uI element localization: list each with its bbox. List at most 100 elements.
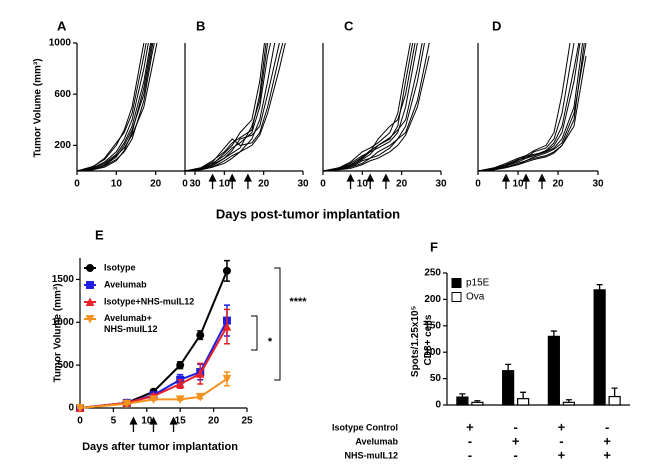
treatment-arrow (228, 173, 237, 189)
x-tick-label: 30 (435, 179, 447, 190)
y-tick-label: 1000 (49, 38, 72, 49)
bar (471, 401, 484, 406)
bar (562, 401, 575, 406)
y-tick-label: 150 (424, 320, 441, 331)
treatment-arrow (129, 416, 138, 432)
significance-label: **** (289, 296, 307, 308)
x-tick-label: 20 (258, 179, 270, 190)
marker (222, 266, 231, 275)
x-tick-label: 0 (475, 179, 481, 190)
significance-bracket (251, 315, 258, 351)
y-axis-label: Spots/1.25x10⁵ CD8+ cells (410, 303, 434, 377)
bar (502, 370, 515, 406)
series-line (322, 43, 414, 172)
x-tick-label: 0 (182, 179, 188, 190)
x-tick-label: 10 (512, 179, 524, 190)
x-tick-label: 10 (141, 416, 153, 427)
panel-label: E (95, 227, 104, 242)
x-axis-label: Days after tumor implantation (82, 441, 238, 453)
marker (149, 395, 158, 405)
table-sign: - (513, 447, 517, 462)
table-sign: + (558, 419, 566, 434)
bar (517, 398, 530, 406)
significance-label: * (268, 336, 273, 348)
y-tick-label: 0 (435, 400, 441, 411)
y-axis-label: Tumor Volume (mm³) (33, 58, 44, 157)
series-line (76, 43, 149, 172)
plot-area (477, 43, 587, 172)
x-tick-label: 20 (150, 179, 162, 190)
legend-label: p15E (466, 278, 490, 289)
x-tick-label: 20 (396, 179, 408, 190)
table-sign: - (468, 447, 472, 462)
treatment-arrow (243, 173, 252, 189)
marker (175, 395, 185, 405)
x-tick-label: 0 (320, 179, 326, 190)
x-tick-label: 0 (74, 179, 80, 190)
plot-area (75, 259, 232, 413)
y-tick-label: 600 (54, 89, 71, 100)
table-sign: + (558, 447, 566, 462)
series-line (322, 43, 416, 172)
series-line (477, 43, 584, 172)
series-line (184, 43, 269, 172)
series-line (79, 378, 228, 409)
marker (75, 404, 85, 413)
plot-area (76, 43, 158, 172)
bar (608, 395, 621, 406)
panel-label: A (57, 18, 67, 33)
treatment-arrow (366, 173, 375, 189)
table-sign: + (603, 433, 611, 448)
y-tick-label: 200 (54, 140, 71, 151)
x-tick-label: 25 (241, 416, 253, 427)
series-line (76, 43, 152, 172)
series-line (76, 43, 147, 172)
series-line (322, 43, 411, 172)
marker (122, 399, 132, 409)
legend-label: Avelumab+ NHS-muIL12 (104, 313, 158, 334)
series-line (79, 270, 228, 409)
x-tick-label: 15 (175, 416, 187, 427)
table-sign: + (512, 433, 520, 448)
shared-x-label: Days post-tumor implantation (216, 206, 400, 221)
x-tick-label: 20 (208, 416, 220, 427)
table-sign: - (513, 419, 517, 434)
treatment-arrow (169, 416, 178, 432)
y-tick-label: 250 (424, 268, 441, 279)
table-row-label: Isotype Control (332, 422, 398, 432)
error-bar (520, 391, 527, 399)
x-tick-label: 10 (219, 179, 231, 190)
legend-label: Ova (466, 292, 485, 303)
series-line (184, 43, 265, 172)
x-tick-label: 10 (357, 179, 369, 190)
plot-area (184, 43, 286, 172)
bar (593, 289, 606, 406)
marker (86, 264, 94, 272)
x-tick-label: 5 (111, 416, 117, 427)
table-row-label: NHS-muIL12 (344, 450, 398, 460)
bar (547, 335, 560, 406)
x-tick-label: 30 (592, 179, 604, 190)
series-line (184, 43, 284, 172)
table-row-label: Avelumab (355, 436, 398, 446)
marker (195, 392, 205, 402)
marker (222, 374, 232, 384)
series-line (322, 43, 430, 172)
marker (176, 361, 185, 370)
y-tick-label: 200 (424, 294, 441, 305)
legend-label: Isotype+NHS-muIL12 (104, 296, 194, 306)
y-tick-label: 500 (57, 360, 74, 371)
table-sign: - (559, 433, 563, 448)
y-axis-label: Tumor Volume (mm³) (53, 283, 64, 382)
y-tick-label: 1000 (52, 317, 75, 328)
table-sign: - (605, 419, 609, 434)
legend-swatch (451, 278, 462, 288)
marker (85, 297, 95, 306)
y-tick-label: 50 (430, 373, 442, 384)
series-line (184, 43, 267, 172)
treatment-arrow (537, 173, 547, 189)
series-line (184, 43, 280, 172)
error-bar (550, 330, 557, 337)
treatment-arrow (208, 173, 217, 189)
